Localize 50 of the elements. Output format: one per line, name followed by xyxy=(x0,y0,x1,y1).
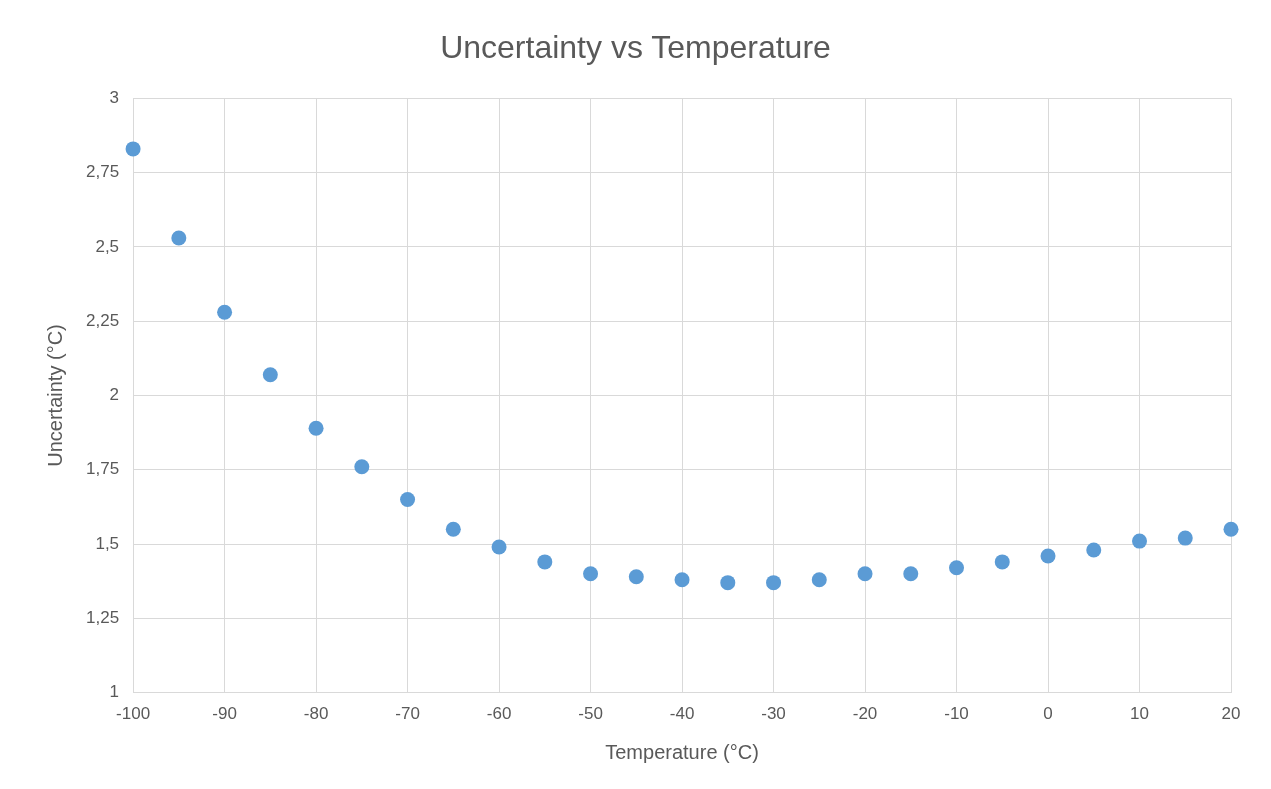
point xyxy=(308,420,324,436)
x-tick-label: -10 xyxy=(944,704,969,724)
x-tick-label: 10 xyxy=(1130,704,1149,724)
point xyxy=(400,491,416,507)
point xyxy=(1132,533,1148,549)
point xyxy=(628,569,644,585)
y-tick-label: 3 xyxy=(109,88,120,108)
y-tick-label: 1,5 xyxy=(95,533,120,553)
point xyxy=(125,141,141,157)
point xyxy=(857,566,873,582)
point xyxy=(720,575,736,591)
x-tick-label: -100 xyxy=(116,704,151,724)
y-tick-label: 2 xyxy=(109,385,120,405)
point xyxy=(1040,548,1056,564)
x-tick-label: -70 xyxy=(395,704,420,724)
y-axis-title: Uncertainty (°C) xyxy=(43,324,66,467)
y-tick-label: 1,25 xyxy=(85,608,120,628)
x-tick-label: 0 xyxy=(1043,704,1053,724)
point xyxy=(1223,521,1239,537)
x-tick-label: -40 xyxy=(669,704,695,724)
x-tick-label: -50 xyxy=(578,704,603,724)
point xyxy=(583,566,599,582)
point xyxy=(491,539,507,555)
point xyxy=(171,230,187,246)
point xyxy=(537,554,553,570)
chart-title: Uncertainty vs Temperature xyxy=(440,29,831,66)
point xyxy=(217,304,233,320)
x-tick-label: -80 xyxy=(303,704,329,724)
y-tick-label: 1 xyxy=(109,682,120,702)
y-tick-label: 2,75 xyxy=(85,162,120,182)
y-tick-label: 2,5 xyxy=(95,236,120,256)
point xyxy=(766,575,782,591)
point xyxy=(354,459,370,475)
point xyxy=(903,566,919,582)
x-tick-label: -90 xyxy=(212,704,237,724)
point xyxy=(674,572,690,588)
y-tick-label: 2,25 xyxy=(85,310,120,330)
point xyxy=(262,367,278,383)
x-axis-title: Temperature (°C) xyxy=(605,740,759,763)
x-tick-label: -20 xyxy=(852,704,878,724)
point xyxy=(1086,542,1102,558)
x-tick-label: -30 xyxy=(761,704,786,724)
x-tick-label: 20 xyxy=(1221,704,1241,724)
point xyxy=(445,521,461,537)
y-tick-label: 1,75 xyxy=(85,459,120,479)
point xyxy=(994,554,1010,570)
x-tick-label: -60 xyxy=(486,704,512,724)
point xyxy=(811,572,827,588)
point xyxy=(949,560,965,576)
point xyxy=(1177,530,1193,546)
